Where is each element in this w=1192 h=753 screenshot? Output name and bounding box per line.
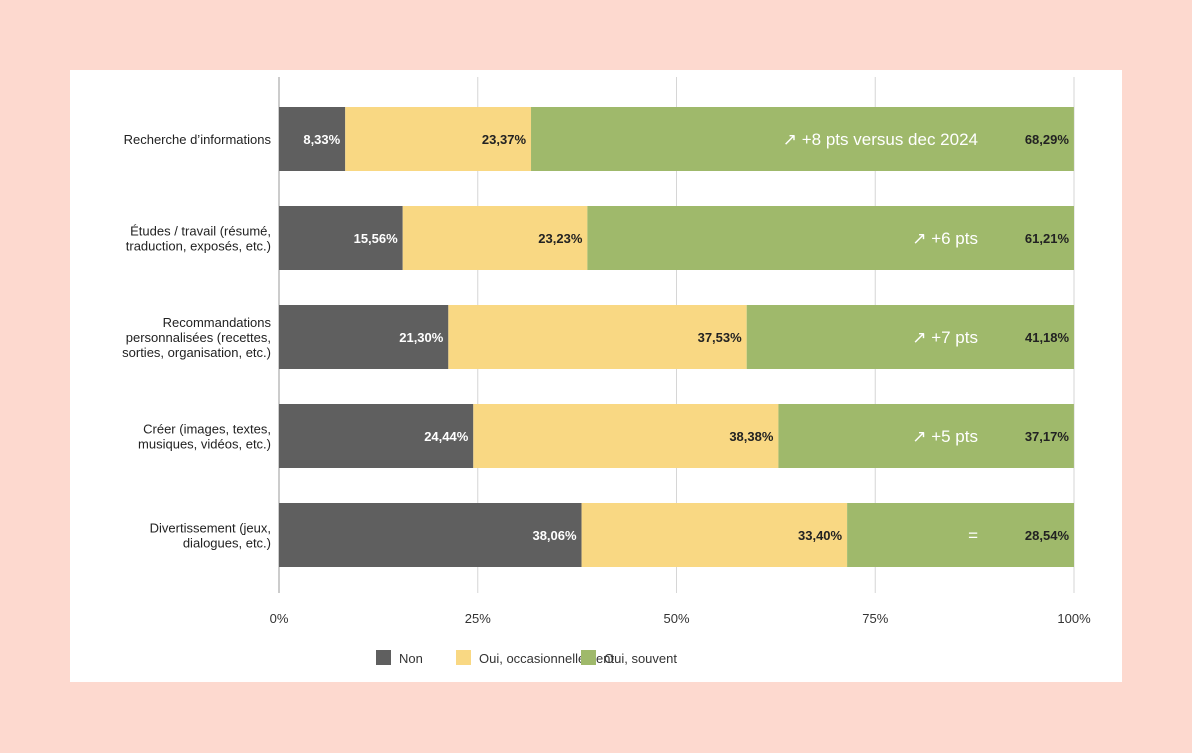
bar-segment-oui-souvent xyxy=(531,107,1074,171)
data-label: 61,21% xyxy=(1025,231,1070,246)
chart-card: 0% 25% 50% 75% 100% Recherche d’informations 8… xyxy=(70,70,1122,682)
x-tick-label: 100% xyxy=(1057,611,1091,626)
data-label: 21,30% xyxy=(399,330,444,345)
legend-label: Non xyxy=(399,651,423,666)
legend-label: Oui, souvent xyxy=(604,651,677,666)
category-label: Recherche d’informations xyxy=(124,132,272,147)
data-label: 8,33% xyxy=(303,132,340,147)
bar-segment-oui-souvent xyxy=(778,404,1074,468)
category-label: dialogues, etc.) xyxy=(183,536,271,551)
data-label: 38,06% xyxy=(532,528,577,543)
bar-segment-oui-occasionnellement xyxy=(345,107,532,171)
data-label: 24,44% xyxy=(424,429,469,444)
bar-segment-non xyxy=(279,107,346,171)
category-label: Divertissement (jeux, xyxy=(150,521,271,536)
trend-annotation: ↗ +5 pts xyxy=(912,427,978,446)
category-label: personnalisées (recettes, xyxy=(126,330,271,345)
legend-swatch xyxy=(456,650,471,665)
trend-annotation: ↗ +8 pts versus dec 2024 xyxy=(783,130,978,149)
category-label: sorties, organisation, etc.) xyxy=(122,345,271,360)
data-label: 38,38% xyxy=(729,429,774,444)
bar-segment-oui-occasionnellement xyxy=(448,305,747,369)
data-label: 68,29% xyxy=(1025,132,1070,147)
data-label: 28,54% xyxy=(1025,528,1070,543)
bar-segment-non xyxy=(279,404,474,468)
data-label: 23,23% xyxy=(538,231,583,246)
category-label: Créer (images, textes, xyxy=(143,422,271,437)
data-label: 23,37% xyxy=(482,132,527,147)
bar-segment-non xyxy=(279,305,449,369)
trend-annotation: = xyxy=(968,526,978,545)
legend-swatch xyxy=(376,650,391,665)
bar-segment-non xyxy=(279,206,403,270)
stacked-bar-chart: 0% 25% 50% 75% 100% Recherche d’informations 8… xyxy=(122,77,1091,666)
bar-segment-oui-souvent xyxy=(746,305,1075,369)
x-tick-label: 25% xyxy=(465,611,491,626)
data-label: 15,56% xyxy=(354,231,399,246)
legend-swatch xyxy=(581,650,596,665)
data-label: 37,53% xyxy=(698,330,743,345)
bar-segment-oui-souvent xyxy=(587,206,1074,270)
data-label: 33,40% xyxy=(798,528,843,543)
x-tick-label: 0% xyxy=(270,611,289,626)
data-label: 37,17% xyxy=(1025,429,1070,444)
x-tick-label: 50% xyxy=(663,611,689,626)
data-label: 41,18% xyxy=(1025,330,1070,345)
bar-segment-oui-occasionnellement xyxy=(473,404,779,468)
trend-annotation: ↗ +7 pts xyxy=(912,328,978,347)
bar-segment-non xyxy=(279,503,582,567)
trend-annotation: ↗ +6 pts xyxy=(912,229,978,248)
legend-label: Oui, occasionnellement xyxy=(479,651,615,666)
category-label: Études / travail (résumé, xyxy=(130,224,271,239)
x-tick-label: 75% xyxy=(862,611,888,626)
bar-segment-oui-occasionnellement xyxy=(402,206,588,270)
bar-segment-oui-occasionnellement xyxy=(581,503,848,567)
bar-segment-oui-souvent xyxy=(847,503,1074,567)
category-label: Recommandations xyxy=(163,315,272,330)
category-label: musiques, vidéos, etc.) xyxy=(138,437,271,452)
category-label: traduction, exposés, etc.) xyxy=(126,239,271,254)
